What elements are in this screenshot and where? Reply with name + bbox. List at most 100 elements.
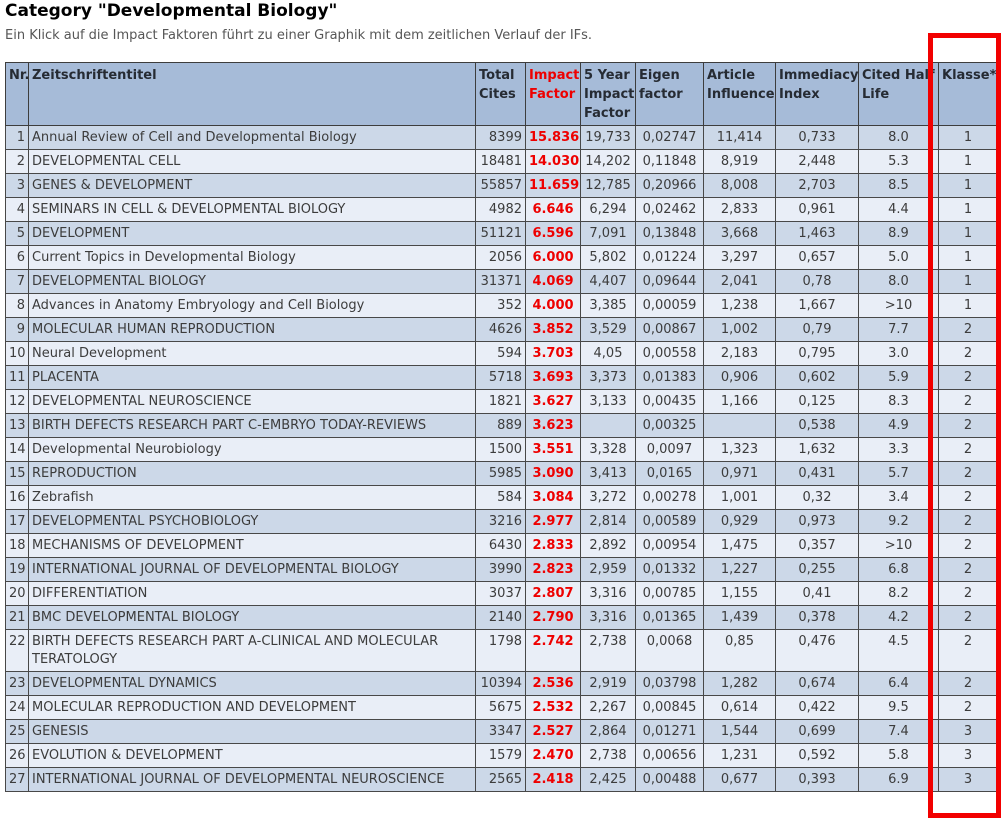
immediacy-index-cell: 1,632 <box>775 437 859 462</box>
journal-title-cell: INTERNATIONAL JOURNAL OF DEVELOPMENTAL N… <box>28 767 476 792</box>
klasse-cell: 2 <box>938 461 998 486</box>
impact-factor-link[interactable]: 2.807 <box>532 586 574 601</box>
klasse-cell: 3 <box>938 767 998 792</box>
cited-half-life-cell: 5.3 <box>858 149 939 174</box>
col-header-nr: Nr. <box>5 62 29 126</box>
cited-half-life-cell: 4.2 <box>858 605 939 630</box>
rank-cell: 8 <box>5 293 29 318</box>
impact-factor-link[interactable]: 3.551 <box>532 442 574 457</box>
immediacy-index-cell: 2,448 <box>775 149 859 174</box>
klasse-cell: 1 <box>938 125 998 150</box>
impact-factor-cell: 3.623 <box>525 413 581 438</box>
impact-factor-cell: 3.090 <box>525 461 581 486</box>
cited-half-life-cell: 5.9 <box>858 365 939 390</box>
article-influence-cell <box>703 413 776 438</box>
five-year-impact-factor-cell: 2,814 <box>580 509 636 534</box>
total-cites-cell: 4626 <box>475 317 526 342</box>
journal-title-cell: DEVELOPMENTAL CELL <box>28 149 476 174</box>
impact-factor-link[interactable]: 3.693 <box>532 370 574 385</box>
total-cites-cell: 584 <box>475 485 526 510</box>
impact-factor-link[interactable]: 14.030 <box>529 154 580 169</box>
total-cites-cell: 18481 <box>475 149 526 174</box>
impact-factor-link[interactable]: 3.627 <box>532 394 574 409</box>
impact-factor-link[interactable]: 3.703 <box>532 346 574 361</box>
impact-factor-link[interactable]: 15.836 <box>529 130 580 145</box>
impact-factor-link[interactable]: 3.090 <box>532 466 574 481</box>
article-influence-cell: 1,323 <box>703 437 776 462</box>
impact-factor-link[interactable]: 2.742 <box>532 634 574 649</box>
five-year-impact-factor-cell: 7,091 <box>580 221 636 246</box>
eigenfactor-cell: 0,00059 <box>635 293 704 318</box>
impact-factor-link[interactable]: 2.418 <box>532 772 574 787</box>
five-year-impact-factor-cell <box>580 413 636 438</box>
impact-factor-link[interactable]: 6.596 <box>532 226 574 241</box>
journal-row: 9 MOLECULAR HUMAN REPRODUCTION 4626 3.852 3,… <box>5 317 998 342</box>
impact-factor-cell: 4.000 <box>525 293 581 318</box>
eigenfactor-cell: 0,02747 <box>635 125 704 150</box>
article-influence-cell: 1,544 <box>703 719 776 744</box>
five-year-impact-factor-cell: 2,959 <box>580 557 636 582</box>
eigenfactor-cell: 0,00785 <box>635 581 704 606</box>
eigenfactor-cell: 0,01383 <box>635 365 704 390</box>
impact-factor-cell: 6.000 <box>525 245 581 270</box>
klasse-cell: 2 <box>938 341 998 366</box>
immediacy-index-cell: 0,125 <box>775 389 859 414</box>
total-cites-cell: 5718 <box>475 365 526 390</box>
rank-cell: 9 <box>5 317 29 342</box>
impact-factor-link[interactable]: 3.084 <box>532 490 574 505</box>
impact-factor-cell: 3.693 <box>525 365 581 390</box>
col-header-cited-half-life: Cited Half Life <box>858 62 939 126</box>
immediacy-index-cell: 1,667 <box>775 293 859 318</box>
klasse-cell: 2 <box>938 629 998 672</box>
journal-table-body: 1 Annual Review of Cell and Developmental… <box>5 125 998 792</box>
immediacy-index-cell: 0,79 <box>775 317 859 342</box>
impact-factor-link[interactable]: 2.532 <box>532 700 574 715</box>
impact-factor-link[interactable]: 3.623 <box>532 418 574 433</box>
impact-factor-link[interactable]: 6.000 <box>532 250 574 265</box>
journal-row: 26 EVOLUTION & DEVELOPMENT 1579 2.470 2,738 0… <box>5 743 998 768</box>
klasse-cell: 2 <box>938 605 998 630</box>
impact-factor-link[interactable]: 4.000 <box>532 298 574 313</box>
impact-factor-link[interactable]: 2.833 <box>532 538 574 553</box>
five-year-impact-factor-cell: 19,733 <box>580 125 636 150</box>
total-cites-cell: 1579 <box>475 743 526 768</box>
journal-row: 24 MOLECULAR REPRODUCTION AND DEVELOPMENT… <box>5 695 998 720</box>
five-year-impact-factor-cell: 3,328 <box>580 437 636 462</box>
journal-title-cell: BMC DEVELOPMENTAL BIOLOGY <box>28 605 476 630</box>
impact-factor-link[interactable]: 3.852 <box>532 322 574 337</box>
impact-factor-link[interactable]: 11.659 <box>529 178 580 193</box>
eigenfactor-cell: 0,13848 <box>635 221 704 246</box>
journal-row: 18 MECHANISMS OF DEVELOPMENT 6430 2.833 2,89… <box>5 533 998 558</box>
journal-title-cell: DEVELOPMENT <box>28 221 476 246</box>
impact-factor-cell: 3.551 <box>525 437 581 462</box>
immediacy-index-cell: 0,602 <box>775 365 859 390</box>
cited-half-life-cell: 8.2 <box>858 581 939 606</box>
total-cites-cell: 3216 <box>475 509 526 534</box>
article-influence-cell: 1,002 <box>703 317 776 342</box>
journal-row: 10 Neural Development 594 3.703 4,05 0,00558 2… <box>5 341 998 366</box>
journal-row: 7 DEVELOPMENTAL BIOLOGY 31371 4.069 4,407 0,0… <box>5 269 998 294</box>
eigenfactor-cell: 0,0165 <box>635 461 704 486</box>
impact-factor-cell: 3.703 <box>525 341 581 366</box>
journal-impact-table: Nr. Zeitschriftentitel Total Cites Impac… <box>5 62 998 792</box>
journal-title-cell: Developmental Neurobiology <box>28 437 476 462</box>
impact-factor-link[interactable]: 2.536 <box>532 676 574 691</box>
impact-factor-link[interactable]: 2.527 <box>532 724 574 739</box>
klasse-cell: 1 <box>938 149 998 174</box>
impact-factor-link[interactable]: 6.646 <box>532 202 574 217</box>
total-cites-cell: 10394 <box>475 671 526 696</box>
cited-half-life-cell: >10 <box>858 533 939 558</box>
impact-factor-link[interactable]: 2.977 <box>532 514 574 529</box>
journal-row: 4 SEMINARS IN CELL & DEVELOPMENTAL BIOLOG… <box>5 197 998 222</box>
rank-cell: 18 <box>5 533 29 558</box>
impact-factor-cell: 14.030 <box>525 149 581 174</box>
impact-factor-link[interactable]: 4.069 <box>532 274 574 289</box>
impact-factor-link[interactable]: 2.470 <box>532 748 574 763</box>
impact-factor-cell: 2.742 <box>525 629 581 672</box>
article-influence-cell: 0,677 <box>703 767 776 792</box>
journal-title-cell: DIFFERENTIATION <box>28 581 476 606</box>
five-year-impact-factor-cell: 3,373 <box>580 365 636 390</box>
eigenfactor-cell: 0,03798 <box>635 671 704 696</box>
impact-factor-link[interactable]: 2.823 <box>532 562 574 577</box>
impact-factor-link[interactable]: 2.790 <box>532 610 574 625</box>
